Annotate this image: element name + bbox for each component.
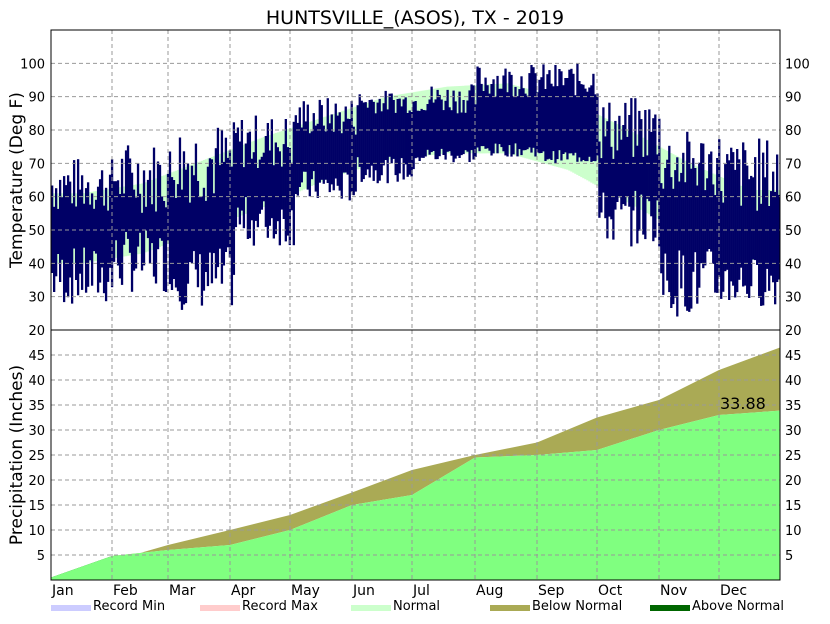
- plot-frame: [50, 29, 781, 581]
- month-label: Oct: [598, 583, 623, 599]
- temp-tick-right: 90: [785, 91, 802, 106]
- precipitation-panel: 45 45 40 40 35 35 30 30 25 25 20 20 15 15 10 10 5 5 Preci…: [7, 330, 802, 580]
- observed-precip-area: [51, 410, 780, 580]
- temp-tick-right: 100: [785, 57, 810, 72]
- precip-tick-left: 25: [28, 449, 45, 464]
- month-label: May: [291, 583, 320, 599]
- precipitation-ticks: 45 45 40 40 35 35 30 30 25 25 20 20 15 15 10 10 5 5: [28, 349, 801, 564]
- temp-tick-right: 80: [785, 124, 802, 139]
- temp-tick-right: 50: [785, 224, 802, 239]
- month-label: Jan: [51, 583, 74, 599]
- temperature-ticks: 100 100 90 90 80 80 70 70 60 60 50 50 40 40 30 30 20 20: [20, 57, 810, 339]
- temp-tick-left: 40: [28, 257, 45, 272]
- temp-tick-left: 90: [28, 91, 45, 106]
- month-label: Apr: [231, 583, 255, 599]
- precip-tick-left: 5: [37, 549, 45, 564]
- temp-tick-right: 30: [785, 291, 802, 306]
- legend-label: Above Normal: [692, 599, 784, 614]
- legend-label: Record Max: [242, 599, 318, 614]
- legend-swatch: [650, 605, 690, 611]
- precip-tick-right: 35: [785, 399, 802, 414]
- temperature-grid: [51, 30, 780, 330]
- precip-tick-left: 45: [28, 349, 45, 364]
- legend-label: Below Normal: [532, 599, 622, 614]
- legend-swatch: [490, 605, 530, 611]
- chart-title: HUNTSVILLE_(ASOS), TX - 2019: [266, 7, 564, 29]
- month-axis: Jan Feb Mar Apr May Jun Jul Aug Sep Oct Nov Dec: [51, 583, 747, 599]
- precip-tick-right: 30: [785, 424, 802, 439]
- temp-tick-left: 70: [28, 157, 45, 172]
- precip-tick-right: 5: [785, 549, 793, 564]
- month-label: Mar: [169, 583, 196, 599]
- total-precip-annotation: 33.88: [720, 394, 766, 413]
- precip-tick-left: 15: [28, 499, 45, 514]
- precip-tick-left: 30: [28, 424, 45, 439]
- precip-tick-left: 20: [28, 474, 45, 489]
- month-label: Dec: [720, 583, 747, 599]
- temp-tick-right: 70: [785, 157, 802, 172]
- temp-tick-left: 80: [28, 124, 45, 139]
- legend-label: Record Min: [93, 599, 165, 614]
- temp-tick-left: 50: [28, 224, 45, 239]
- month-label: Jun: [352, 583, 375, 599]
- precipitation-grid: [51, 330, 780, 580]
- legend: Record Min Record Max Normal Below Normal Ab…: [51, 599, 784, 614]
- precip-tick-right: 25: [785, 449, 802, 464]
- precipitation-areas: [51, 347, 780, 580]
- precip-tick-right: 15: [785, 499, 802, 514]
- observed-temp-bars: [51, 63, 781, 317]
- temp-tick-right: 60: [785, 191, 802, 206]
- month-label: Aug: [476, 583, 503, 599]
- precip-tick-left: 35: [28, 399, 45, 414]
- temperature-panel: 100 100 90 90 80 80 70 70 60 60 50 50 40 40 30 30 20 20 T…: [7, 30, 810, 339]
- legend-swatch: [200, 605, 240, 611]
- precip-tick-right: 45: [785, 349, 802, 364]
- month-label: Jul: [412, 583, 430, 599]
- temp-tick-left: 20: [28, 324, 45, 339]
- temp-tick-right: 20: [785, 324, 802, 339]
- legend-swatch: [351, 605, 391, 611]
- legend-label: Normal: [393, 599, 440, 614]
- legend-swatch: [51, 605, 91, 611]
- precip-tick-left: 10: [28, 524, 45, 539]
- month-label: Sep: [538, 583, 565, 599]
- precip-tick-right: 10: [785, 524, 802, 539]
- precip-tick-left: 40: [28, 374, 45, 389]
- month-label: Feb: [113, 583, 138, 599]
- temp-tick-right: 40: [785, 257, 802, 272]
- temp-tick-left: 60: [28, 191, 45, 206]
- temp-tick-left: 30: [28, 291, 45, 306]
- precip-tick-right: 40: [785, 374, 802, 389]
- temperature-axis-label: Temperature (Deg F): [7, 92, 27, 269]
- month-label: Nov: [660, 583, 687, 599]
- precip-tick-right: 20: [785, 474, 802, 489]
- temp-tick-left: 100: [20, 57, 45, 72]
- precipitation-axis-label: Precipitation (Inches): [7, 365, 27, 545]
